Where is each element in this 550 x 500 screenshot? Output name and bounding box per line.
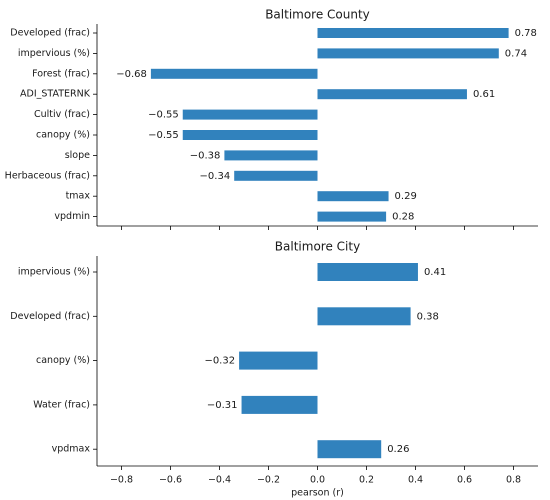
y-tick-label: Water (frac)	[33, 399, 90, 410]
bar	[224, 150, 318, 161]
bar	[317, 307, 411, 326]
value-label: 0.61	[473, 89, 495, 100]
value-label: −0.38	[190, 150, 221, 161]
y-tick-label: ADI_STATERNK	[20, 89, 91, 100]
y-tick-label: vpdmax	[52, 444, 91, 455]
value-label: 0.74	[505, 48, 527, 59]
y-tick-label: Developed (frac)	[10, 28, 90, 39]
x-tick-label: −0.8	[110, 475, 133, 486]
bar	[234, 170, 318, 181]
bar	[317, 191, 389, 202]
x-tick-label: −0.6	[159, 475, 182, 486]
x-tick-label: −0.2	[257, 475, 280, 486]
x-tick-label: 0.6	[457, 475, 472, 486]
y-tick-label: impervious (%)	[18, 267, 90, 278]
y-tick-label: Developed (frac)	[10, 311, 90, 322]
bar	[317, 263, 418, 281]
bar	[182, 130, 318, 140]
x-tick-label: 0.8	[506, 475, 521, 486]
chart-title: Baltimore City	[275, 240, 360, 254]
bar	[150, 68, 318, 79]
baltimore-city-panel: Baltimore City impervious (%) 0.41 Develope…	[10, 240, 538, 499]
x-tick-label: −0.4	[208, 475, 231, 486]
chart-title: Baltimore County	[265, 8, 370, 22]
y-tick-label: canopy (%)	[36, 130, 90, 141]
value-label: −0.68	[116, 69, 147, 80]
x-tick-label: 0.2	[359, 475, 374, 486]
value-label: −0.34	[200, 171, 231, 182]
value-label: 0.38	[417, 311, 439, 322]
y-tick-label: Cultiv (frac)	[34, 109, 90, 120]
bar	[317, 211, 387, 222]
value-label: −0.32	[204, 356, 235, 367]
bar	[317, 89, 467, 100]
value-label: 0.78	[515, 28, 537, 39]
y-tick-label: impervious (%)	[18, 48, 90, 59]
y-tick-label: Herbaceous (frac)	[5, 170, 90, 181]
value-label: 0.28	[392, 212, 414, 223]
value-label: 0.41	[424, 267, 446, 278]
y-tick-label: slope	[65, 150, 90, 161]
x-tick-label: 0.0	[310, 475, 325, 486]
value-label: −0.55	[148, 130, 179, 141]
value-label: −0.31	[207, 400, 238, 411]
y-tick-label: Forest (frac)	[32, 68, 90, 79]
y-tick-label: canopy (%)	[36, 355, 90, 366]
bar	[239, 351, 318, 370]
bar	[182, 109, 318, 120]
value-label: −0.55	[148, 110, 179, 121]
baltimore-county-panel: Baltimore County Developed (frac) 0.78 impe…	[5, 8, 538, 230]
bar	[317, 28, 509, 38]
x-axis-label: pearson (r)	[291, 488, 344, 499]
y-tick-label: vpdmin	[54, 211, 90, 222]
bar	[317, 48, 499, 59]
bar	[241, 395, 318, 414]
x-tick-label: 0.4	[408, 475, 423, 486]
value-label: 0.26	[387, 444, 409, 455]
y-tick-label: tmax	[66, 191, 91, 202]
value-label: 0.29	[395, 191, 417, 202]
bar	[317, 440, 382, 459]
